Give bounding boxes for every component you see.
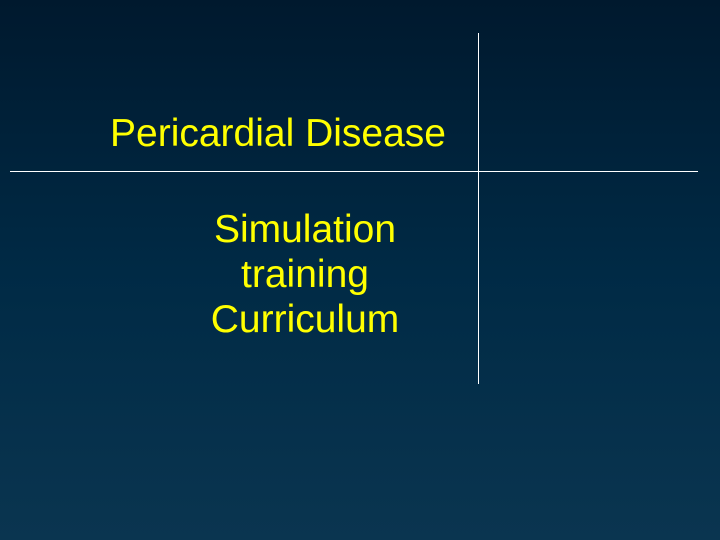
divider-vertical-top <box>478 33 479 171</box>
slide-subtitle: Simulation training Curriculum <box>195 208 415 343</box>
subtitle-line-2: training <box>195 253 415 298</box>
divider-horizontal <box>10 171 698 172</box>
slide-title: Pericardial Disease <box>110 112 446 156</box>
presentation-slide: Pericardial Disease Simulation training … <box>0 0 720 540</box>
subtitle-line-3: Curriculum <box>195 298 415 343</box>
subtitle-line-1: Simulation <box>195 208 415 253</box>
divider-vertical-bottom <box>478 172 479 384</box>
